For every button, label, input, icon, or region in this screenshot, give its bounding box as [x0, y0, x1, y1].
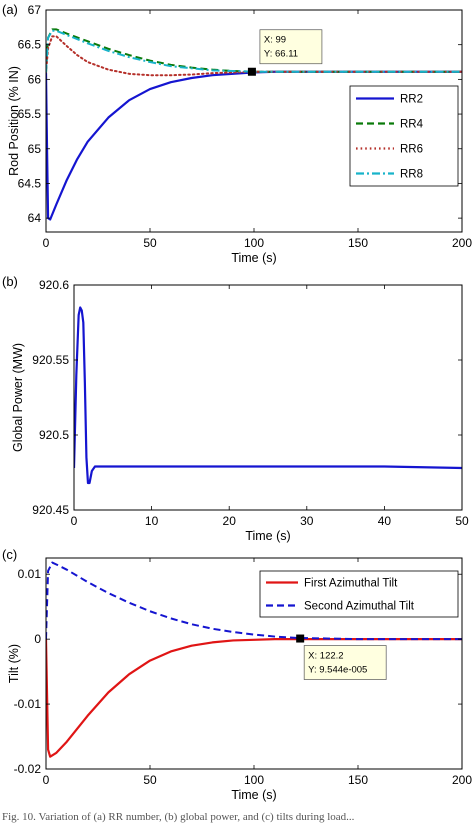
series-line-first-azimuthal-tilt	[46, 638, 462, 758]
datatip-x-value: X: 122.2	[308, 651, 343, 662]
x-tick-label: 50	[455, 514, 469, 528]
x-tick-label: 100	[244, 773, 264, 787]
y-tick-label: 67	[28, 3, 42, 17]
y-tick-label: 920.5	[39, 428, 69, 442]
legend-entry-label: RR6	[400, 144, 423, 156]
y-tick-label: 920.6	[39, 278, 69, 292]
x-tick-label: 200	[452, 773, 472, 787]
x-tick-label: 50	[143, 773, 157, 787]
panel-c-tilt: (c) 0 50 100 150 200 -0.02 -0.01 0 0.01 Time (s)…	[2, 547, 472, 802]
x-tick-label: 0	[71, 514, 78, 528]
panel-a-legend: RR2 RR4 RR6 RR8	[349, 85, 459, 187]
x-tick-label: 10	[145, 514, 159, 528]
datatip-y-value: Y: 66.11	[264, 49, 298, 60]
legend-entry-label: RR8	[400, 169, 423, 181]
y-tick-label: 920.55	[32, 353, 69, 367]
datatip-y-value: Y: 9.544e-005	[308, 665, 367, 676]
y-tick-label: 66.5	[18, 38, 42, 52]
legend-entry-label: RR2	[400, 94, 423, 106]
y-tick-label: 0.01	[18, 567, 42, 581]
y-tick-label: 920.45	[32, 503, 69, 517]
series-line-rr8	[46, 29, 462, 73]
panel-a-label: (a)	[2, 2, 18, 17]
panel-a-x-axis-label: Time (s)	[231, 251, 276, 265]
y-tick-label: 66	[28, 72, 42, 86]
y-tick-label: -0.02	[14, 762, 42, 776]
x-tick-label: 100	[244, 236, 264, 250]
x-tick-label: 0	[43, 236, 50, 250]
panel-a-y-axis-label: Rod Position (% IN)	[7, 66, 21, 176]
legend-entry-label: RR4	[400, 119, 424, 131]
panel-b-y-axis-label: Global Power (MW)	[11, 343, 25, 452]
panel-b-x-axis-label: Time (s)	[245, 529, 290, 543]
series-line-rr6	[46, 35, 462, 77]
datatip-box	[303, 645, 387, 680]
y-tick-label: 64	[28, 211, 42, 225]
y-tick-label: 65.5	[18, 107, 42, 121]
series-line-second-azimuthal-tilt	[46, 561, 462, 641]
x-tick-label: 150	[348, 773, 368, 787]
panel-a-rod-position: (a) 0 50 100 150 200 64 64.5 65 65.5 66 66.5 67 Tim…	[2, 2, 472, 265]
datatip-box	[259, 29, 323, 65]
x-tick-label: 200	[452, 236, 472, 250]
legend-box	[349, 85, 459, 187]
x-tick-label: 50	[143, 236, 157, 250]
panel-b-global-power: (b) 0 10 20 30 40 50 920.45 920.5 920.55 920.6 Ti…	[2, 274, 469, 543]
y-tick-label: 0	[34, 632, 41, 646]
x-tick-label: 150	[348, 236, 368, 250]
x-tick-label: 20	[223, 514, 237, 528]
legend-entry-label: First Azimuthal Tilt	[304, 578, 398, 590]
panel-b-label: (b)	[2, 274, 18, 289]
series-line-global-power	[74, 306, 462, 485]
y-tick-label: 65	[28, 142, 42, 156]
y-tick-label: 64.5	[18, 176, 42, 190]
panel-c-y-axis-label: Tilt (%)	[7, 644, 21, 683]
legend-box	[259, 570, 459, 618]
panel-c-label: (c)	[2, 547, 17, 562]
panel-c-x-axis-label: Time (s)	[231, 788, 276, 802]
panel-c-legend: First Azimuthal Tilt Second Azimuthal Til…	[259, 570, 459, 618]
panel-b-plot-frame	[73, 284, 463, 511]
x-tick-label: 30	[300, 514, 314, 528]
legend-entry-label: Second Azimuthal Tilt	[304, 601, 415, 613]
datatip-marker[interactable]	[296, 634, 305, 643]
datatip-x-value: X: 99	[264, 35, 286, 46]
datatip-marker[interactable]	[247, 67, 256, 76]
figure-caption: Fig. 10. Variation of (a) RR number, (b)…	[2, 811, 355, 823]
y-tick-label: -0.01	[14, 697, 42, 711]
x-tick-label: 40	[378, 514, 392, 528]
x-tick-label: 0	[43, 773, 50, 787]
